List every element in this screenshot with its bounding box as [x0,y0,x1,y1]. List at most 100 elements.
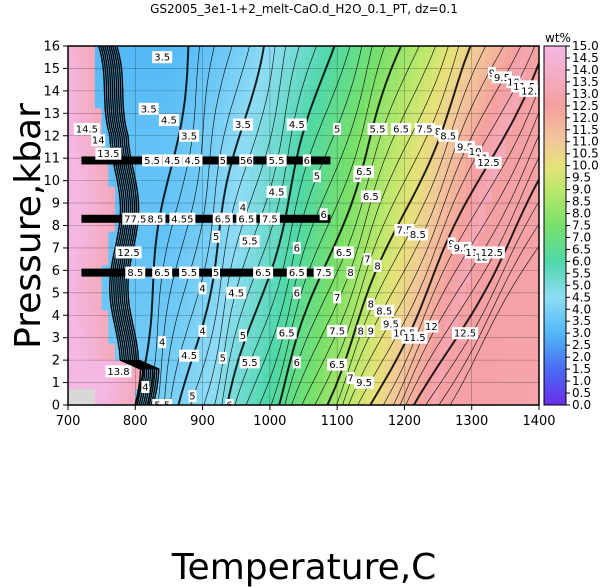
heatmap-cell [175,197,183,204]
heatmap-cell [236,393,244,400]
heatmap-cell [88,242,96,249]
heatmap-cell [350,180,358,187]
heatmap-cell [135,57,143,64]
heatmap-cell [88,175,96,182]
heatmap-cell [478,107,486,114]
heatmap-cell [404,376,412,384]
heatmap-cell [417,275,426,283]
heatmap-cell [142,186,150,193]
heatmap-cell [242,275,251,283]
heatmap-cell [404,393,412,400]
heatmap-cell [68,337,76,344]
heatmap-cell [444,158,453,165]
heatmap-cell [518,146,527,154]
heatmap-cell [195,292,204,300]
heatmap-cell [216,186,224,193]
heatmap-cell [249,118,257,126]
heatmap-cell [189,113,197,120]
heatmap-cell [417,180,426,187]
heatmap-cell [485,354,493,361]
heatmap-cell [337,186,345,193]
heatmap-cell [384,124,392,131]
heatmap-cell [471,118,480,126]
heatmap-cell [458,292,466,300]
heatmap-cell [81,180,89,187]
heatmap-cell [330,118,338,126]
heatmap-cell [142,180,150,187]
heatmap-cell [94,275,103,283]
heatmap-cell [216,180,224,187]
heatmap-cell [148,68,157,75]
heatmap-cell [316,180,325,187]
contour-label: 6.5 [363,192,379,203]
heatmap-cell [350,399,358,405]
solidus-contour [100,46,144,405]
contour-label: 6.5 [255,268,271,279]
heatmap-cell [290,163,298,171]
heatmap-cell [424,365,432,372]
heatmap-cell [438,113,446,120]
heatmap-cell [316,85,325,92]
heatmap-cell [518,365,527,372]
heatmap-cell [135,113,143,120]
heatmap-cell [485,96,493,103]
heatmap-cell [94,354,103,361]
heatmap-cell [404,253,412,260]
heatmap-cell [242,399,251,405]
heatmap-cell [216,365,224,372]
contour-label-bg [142,154,163,167]
heatmap-cell [478,326,486,333]
heatmap-cell [142,236,150,243]
heatmap-cell [202,208,210,215]
heatmap-cell [202,102,210,109]
heatmap-cell [498,281,506,288]
heatmap-cell [263,74,271,81]
heatmap-cell [411,214,419,221]
heatmap-cell [155,376,163,384]
heatmap-cell [168,51,177,58]
heatmap-cell [128,96,136,103]
heatmap-cell [162,62,170,70]
heatmap-cell [444,281,453,288]
heatmap-cell [142,326,150,333]
heatmap-cell [148,96,157,103]
heatmap-cell [216,197,224,204]
heatmap-cell [236,191,244,199]
heatmap-cell [216,107,224,114]
heatmap-cell [175,118,183,126]
heatmap-cell [128,130,136,137]
heatmap-cell [242,74,251,81]
heatmap-cell [330,57,338,64]
heatmap-cell [343,203,352,210]
heatmap-cell [175,337,183,344]
heatmap-cell [269,102,278,109]
heatmap-cell [357,399,365,405]
heatmap-cell [249,152,257,159]
heatmap-cell [142,68,150,75]
heatmap-cell [236,371,244,378]
heatmap-cell [404,152,412,159]
heatmap-cell [518,163,527,171]
heatmap-cell [303,348,311,356]
heatmap-cell [249,332,257,339]
heatmap-cell [478,348,486,356]
heatmap-cell [175,141,183,148]
heatmap-cell [438,175,446,182]
heatmap-cell [68,203,76,210]
heatmap-cell [202,169,210,176]
heatmap-cell [209,309,217,316]
contour-line [369,60,539,405]
heatmap-cell [269,287,278,294]
heatmap-cell [269,141,278,148]
heatmap-cell [101,208,109,215]
heatmap-cell [330,68,338,75]
heatmap-cell [370,360,379,367]
contour-line [382,87,539,405]
heatmap-cell [316,259,325,266]
heatmap-cell [189,96,197,103]
heatmap-cell [303,365,311,372]
contour-label: 8.5 [127,268,143,279]
heatmap-cell [370,253,379,260]
heatmap-cell [242,68,251,75]
heatmap-cell [209,68,217,75]
